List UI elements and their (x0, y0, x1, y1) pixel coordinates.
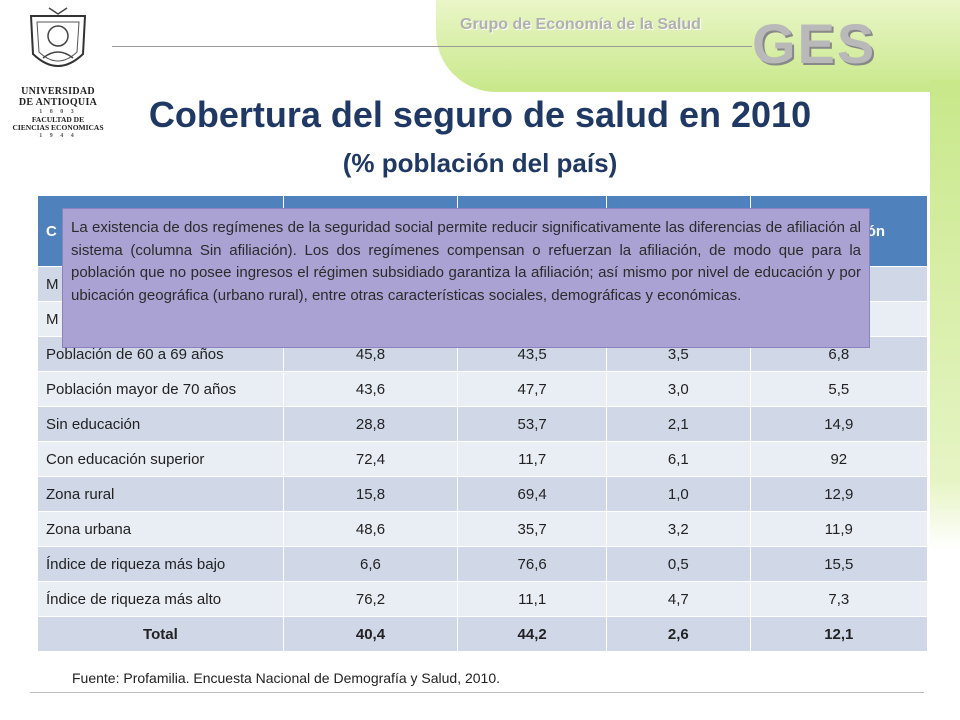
cell-value: 7,3 (749, 581, 929, 617)
cell-value: 53,7 (457, 406, 608, 442)
faculty-line2: CIENCIAS ECONOMICAS (12, 123, 104, 133)
cell-value: 6,1 (606, 441, 751, 477)
cell-value: 5,5 (749, 371, 929, 407)
table-row: Zona urbana 48,6 35,7 3,2 11,9 (37, 511, 929, 547)
cell-value: 12,9 (749, 476, 929, 512)
cell-value: 15,5 (749, 546, 929, 582)
university-seal-icon (29, 7, 87, 67)
founding-year: 1 8 0 3 (39, 109, 77, 115)
cell-value: 6,6 (282, 546, 459, 582)
row-label: Índice de riqueza más alto (37, 581, 284, 617)
row-label: Con educación superior (37, 441, 284, 477)
cell-value: 72,4 (282, 441, 459, 477)
university-logo: UNIVERSIDAD DE ANTIOQUIA 1 8 0 3 FACULTA… (4, 6, 112, 156)
row-label: Índice de riqueza más bajo (37, 546, 284, 582)
table-total-row: Total 40,4 44,2 2,6 12,1 (37, 616, 929, 652)
cell-value: 47,7 (457, 371, 608, 407)
faculty-line1: FACULTAD DE (31, 115, 85, 125)
cell-value: 3,0 (606, 371, 751, 407)
page-title: Cobertura del seguro de salud en 2010 (148, 94, 812, 135)
cell-value: 0,5 (606, 546, 751, 582)
row-label: Sin educación (37, 406, 284, 442)
cell-value: 1,0 (606, 476, 751, 512)
cell-value: 76,2 (282, 581, 459, 617)
cell-value: 69,4 (457, 476, 608, 512)
cell-value: 3,2 (606, 511, 751, 547)
university-name-line1: UNIVERSIDAD (21, 86, 95, 97)
university-name-line2: DE ANTIOQUIA (18, 96, 98, 108)
total-value: 2,6 (606, 616, 751, 652)
footer-divider (30, 692, 924, 693)
cell-value: 15,8 (282, 476, 459, 512)
cell-value: 48,6 (282, 511, 459, 547)
table-row: Con educación superior 72,4 11,7 6,1 92 (37, 441, 929, 477)
cell-value: 43,6 (282, 371, 459, 407)
row-label: Población mayor de 70 años (37, 371, 284, 407)
ges-brand: GES (752, 12, 877, 75)
cell-value: 76,6 (457, 546, 608, 582)
total-value: 44,2 (457, 616, 608, 652)
total-label: Total (37, 616, 284, 652)
page-subtitle: (% población del país) (342, 148, 618, 178)
header-divider (112, 46, 752, 47)
table-row: Sin educación 28,8 53,7 2,1 14,9 (37, 406, 929, 442)
source-citation: Fuente: Profamilia. Encuesta Nacional de… (72, 670, 501, 686)
cell-value: 14,9 (749, 406, 929, 442)
table-row: Índice de riqueza más bajo 6,6 76,6 0,5 … (37, 546, 929, 582)
cell-value: 2,1 (606, 406, 751, 442)
row-label: Zona urbana (37, 511, 284, 547)
total-value: 12,1 (749, 616, 929, 652)
total-value: 40,4 (282, 616, 459, 652)
explanatory-note: La existencia de dos regímenes de la seg… (62, 208, 870, 348)
cell-value: 28,8 (282, 406, 459, 442)
cell-value: 11,1 (457, 581, 608, 617)
table-row: Zona rural 15,8 69,4 1,0 12,9 (37, 476, 929, 512)
group-name: Grupo de Economía de la Salud (460, 16, 701, 33)
side-green-band (930, 80, 960, 550)
cell-value: 35,7 (457, 511, 608, 547)
row-label: Zona rural (37, 476, 284, 512)
table-row: Índice de riqueza más alto 76,2 11,1 4,7… (37, 581, 929, 617)
cell-value: 4,7 (606, 581, 751, 617)
cell-value: 11,7 (457, 441, 608, 477)
cell-value: 11,9 (749, 511, 929, 547)
cell-value: 92 (749, 441, 929, 477)
table-row: Población mayor de 70 años 43,6 47,7 3,0… (37, 371, 929, 407)
faculty-year: 1 9 4 4 (39, 133, 77, 140)
